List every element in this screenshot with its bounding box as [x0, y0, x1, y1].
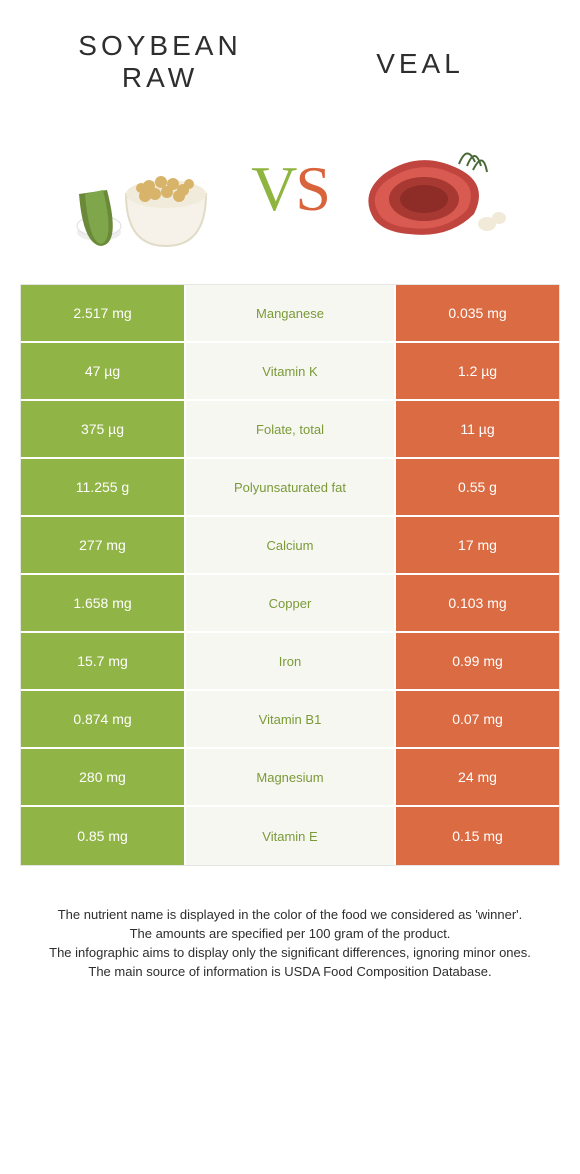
footer-notes: The nutrient name is displayed in the co…: [0, 866, 580, 1001]
nutrient-name: Polyunsaturated fat: [186, 459, 394, 515]
vs-label: VS: [251, 152, 329, 226]
right-value: 24 mg: [394, 749, 559, 805]
table-row: 15.7 mgIron0.99 mg: [21, 633, 559, 691]
table-row: 47 µgVitamin K1.2 µg: [21, 343, 559, 401]
left-value: 277 mg: [21, 517, 186, 573]
header: SOYBEAN RAW VEAL: [0, 0, 580, 104]
right-value: 0.99 mg: [394, 633, 559, 689]
left-value: 1.658 mg: [21, 575, 186, 631]
footer-line-3: The infographic aims to display only the…: [30, 944, 550, 963]
right-food-title: VEAL: [320, 48, 520, 80]
right-value: 0.07 mg: [394, 691, 559, 747]
nutrient-name: Vitamin E: [186, 807, 394, 865]
nutrient-name: Magnesium: [186, 749, 394, 805]
nutrient-name: Iron: [186, 633, 394, 689]
left-value: 375 µg: [21, 401, 186, 457]
right-value: 0.035 mg: [394, 285, 559, 341]
table-row: 1.658 mgCopper0.103 mg: [21, 575, 559, 633]
table-row: 280 mgMagnesium24 mg: [21, 749, 559, 807]
nutrient-name: Calcium: [186, 517, 394, 573]
left-food-title: SOYBEAN RAW: [60, 30, 260, 94]
left-food-title-line2: RAW: [60, 62, 260, 94]
left-value: 11.255 g: [21, 459, 186, 515]
left-value: 0.85 mg: [21, 807, 186, 865]
right-value: 11 µg: [394, 401, 559, 457]
table-row: 2.517 mgManganese0.035 mg: [21, 285, 559, 343]
nutrient-name: Manganese: [186, 285, 394, 341]
right-value: 17 mg: [394, 517, 559, 573]
left-food-title-line1: SOYBEAN: [60, 30, 260, 62]
footer-line-1: The nutrient name is displayed in the co…: [30, 906, 550, 925]
table-row: 375 µgFolate, total11 µg: [21, 401, 559, 459]
table-row: 277 mgCalcium17 mg: [21, 517, 559, 575]
right-value: 1.2 µg: [394, 343, 559, 399]
table-row: 0.874 mgVitamin B10.07 mg: [21, 691, 559, 749]
left-value: 47 µg: [21, 343, 186, 399]
left-value: 0.874 mg: [21, 691, 186, 747]
footer-line-4: The main source of information is USDA F…: [30, 963, 550, 982]
right-value: 0.55 g: [394, 459, 559, 515]
footer-line-2: The amounts are specified per 100 gram o…: [30, 925, 550, 944]
hero-row: VS: [0, 104, 580, 284]
nutrient-name: Folate, total: [186, 401, 394, 457]
left-value: 2.517 mg: [21, 285, 186, 341]
left-value: 280 mg: [21, 749, 186, 805]
left-value: 15.7 mg: [21, 633, 186, 689]
nutrient-name: Vitamin K: [186, 343, 394, 399]
right-food-image: [349, 124, 509, 254]
left-food-image: [71, 124, 231, 254]
right-value: 0.15 mg: [394, 807, 559, 865]
right-value: 0.103 mg: [394, 575, 559, 631]
table-row: 0.85 mgVitamin E0.15 mg: [21, 807, 559, 865]
table-row: 11.255 gPolyunsaturated fat0.55 g: [21, 459, 559, 517]
comparison-table: 2.517 mgManganese0.035 mg47 µgVitamin K1…: [20, 284, 560, 866]
nutrient-name: Copper: [186, 575, 394, 631]
vs-v: V: [251, 153, 295, 224]
vs-s: S: [295, 153, 329, 224]
nutrient-name: Vitamin B1: [186, 691, 394, 747]
